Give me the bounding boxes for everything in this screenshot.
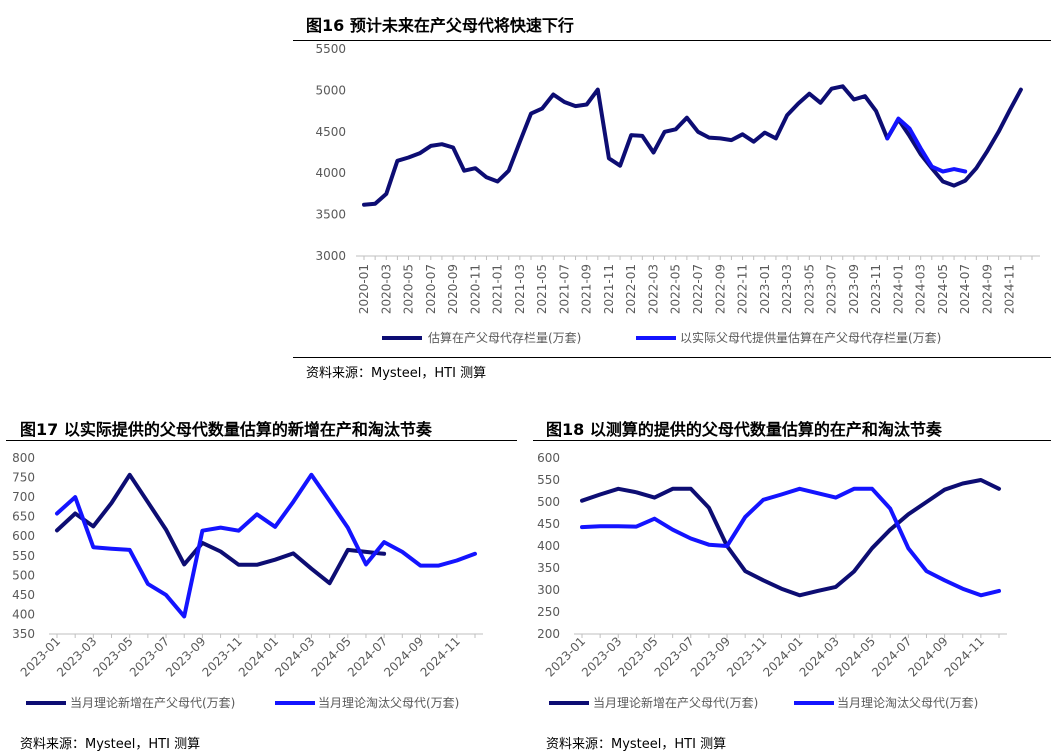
fig16-xtick-label: 2024-11 bbox=[1003, 264, 1017, 314]
fig18-ytick-label: 600 bbox=[537, 451, 560, 465]
fig16-ytick-label: 4500 bbox=[315, 125, 346, 139]
fig18-ytick-label: 350 bbox=[537, 561, 560, 575]
fig16-xtick-label: 2020-09 bbox=[446, 264, 460, 314]
fig16-plot: 3000 3500 4000 4500 5000 5500 2020-01 2020-03 20… bbox=[315, 42, 1040, 345]
fig16-source: 资料来源：Mysteel，HTI 测算 bbox=[306, 366, 487, 381]
fig18-ytick-label: 550 bbox=[537, 473, 560, 487]
fig16-xtick-label: 2023-05 bbox=[802, 264, 816, 314]
fig16-xtick-label: 2021-03 bbox=[513, 264, 527, 314]
fig17-source: 资料来源：Mysteel，HTI 测算 bbox=[20, 737, 201, 752]
fig16-legend-label-1: 估算在产父母代存栏量(万套) bbox=[428, 330, 581, 345]
fig18-top-rule bbox=[533, 440, 1051, 441]
fig17-series-2-line bbox=[55, 472, 477, 619]
fig16-ytick-label: 4000 bbox=[315, 166, 346, 180]
fig16-xtick-label: 2020-07 bbox=[424, 264, 438, 314]
fig16-top-rule bbox=[293, 40, 1051, 41]
fig18-ytick-label: 400 bbox=[537, 539, 560, 553]
fig16-xtick-label: 2023-11 bbox=[869, 264, 883, 314]
fig17-ytick-label: 750 bbox=[12, 471, 35, 485]
fig16-title: 图16 预计未来在产父母代将快速下行 bbox=[306, 16, 574, 35]
fig16-xtick-label: 2021-01 bbox=[491, 264, 505, 314]
fig16-xtick-label: 2023-09 bbox=[847, 264, 861, 314]
fig17-ytick-label: 800 bbox=[12, 451, 35, 465]
fig16-xtick-label: 2022-09 bbox=[713, 264, 727, 314]
fig18-title: 图18 以测算的提供的父母代数量估算的在产和淘汰节奏 bbox=[546, 420, 942, 439]
fig17-ytick-label: 700 bbox=[12, 490, 35, 504]
fig16-xtick-label: 2022-01 bbox=[624, 264, 638, 314]
fig18-source: 资料来源：Mysteel，HTI 测算 bbox=[546, 737, 727, 752]
fig16-xtick-label: 2020-05 bbox=[402, 264, 416, 314]
fig16-xtick-label: 2023-07 bbox=[825, 264, 839, 314]
fig16-xtick-label: 2022-05 bbox=[669, 264, 683, 314]
fig16-xtick-label: 2022-07 bbox=[691, 264, 705, 314]
fig18-ytick-label: 300 bbox=[537, 583, 560, 597]
fig17-ytick-label: 350 bbox=[12, 627, 35, 641]
fig16-xtick-label: 2020-01 bbox=[357, 264, 371, 314]
fig18-ytick-label: 250 bbox=[537, 605, 560, 619]
fig18-series-2-line bbox=[580, 486, 1001, 598]
fig17-series-1-line bbox=[55, 472, 387, 586]
fig17-xtick-label: 2024-11 bbox=[418, 634, 463, 679]
fig16-ytick-label: 3500 bbox=[315, 208, 346, 222]
fig16-xtick-label: 2022-11 bbox=[736, 264, 750, 314]
fig17-plot: 3504004505005506006507007508002023-01202… bbox=[12, 451, 483, 710]
fig18-ytick-label: 200 bbox=[537, 627, 560, 641]
fig16-legend-label-2: 以实际父母代提供量估算在产父母代存栏量(万套) bbox=[680, 330, 941, 345]
fig17-ytick-label: 450 bbox=[12, 588, 35, 602]
fig16-xtick-label: 2021-09 bbox=[580, 264, 594, 314]
fig16-bottom-rule bbox=[293, 357, 1051, 358]
fig17-ytick-label: 500 bbox=[12, 568, 35, 582]
fig17-ytick-label: 650 bbox=[12, 510, 35, 524]
fig18-ytick-label: 500 bbox=[537, 495, 560, 509]
fig18-series-1-line bbox=[580, 478, 1001, 598]
fig17-legend-label-2: 当月理论淘汰父母代(万套) bbox=[318, 696, 459, 710]
fig16-xtick-label: 2024-03 bbox=[914, 264, 928, 314]
fig17-ytick-label: 600 bbox=[12, 529, 35, 543]
fig16-xtick-label: 2020-11 bbox=[468, 264, 482, 314]
fig16-xtick-label: 2020-03 bbox=[379, 264, 393, 314]
fig17-ytick-label: 550 bbox=[12, 549, 35, 563]
fig17-legend-label-1: 当月理论新增在产父母代(万套) bbox=[70, 695, 235, 710]
fig16-xtick-label: 2024-05 bbox=[936, 264, 950, 314]
fig16-series-1-line bbox=[362, 84, 1023, 207]
fig18-ytick-label: 450 bbox=[537, 517, 560, 531]
fig17-ytick-label: 400 bbox=[12, 607, 35, 621]
fig16-xtick-label: 2023-03 bbox=[780, 264, 794, 314]
fig18-xtick-label: 2024-11 bbox=[942, 634, 987, 679]
fig18-legend-label-2: 当月理论淘汰父母代(万套) bbox=[837, 696, 978, 710]
fig18-legend-label-1: 当月理论新增在产父母代(万套) bbox=[593, 695, 758, 710]
fig16-xtick-label: 2022-03 bbox=[646, 264, 660, 314]
fig16-xtick-label: 2024-01 bbox=[891, 264, 905, 314]
fig16-ytick-label: 3000 bbox=[315, 249, 346, 263]
fig16-xtick-label: 2021-07 bbox=[557, 264, 571, 314]
fig17-title: 图17 以实际提供的父母代数量估算的新增在产和淘汰节奏 bbox=[20, 420, 432, 439]
fig16-xtick-label: 2024-09 bbox=[980, 264, 994, 314]
fig18-plot: 2002503003504004505005506002023-012023-0… bbox=[537, 451, 1007, 710]
fig16-xtick-label: 2021-05 bbox=[535, 264, 549, 314]
fig17-top-rule bbox=[6, 440, 517, 441]
fig16-ytick-label: 5000 bbox=[315, 83, 346, 97]
fig16-series-2-line bbox=[885, 116, 968, 174]
fig16-xtick-label: 2021-11 bbox=[602, 264, 616, 314]
fig16-xtick-label: 2024-07 bbox=[958, 264, 972, 314]
fig16-ytick-label: 5500 bbox=[315, 42, 346, 56]
fig16-xtick-label: 2023-01 bbox=[758, 264, 772, 314]
